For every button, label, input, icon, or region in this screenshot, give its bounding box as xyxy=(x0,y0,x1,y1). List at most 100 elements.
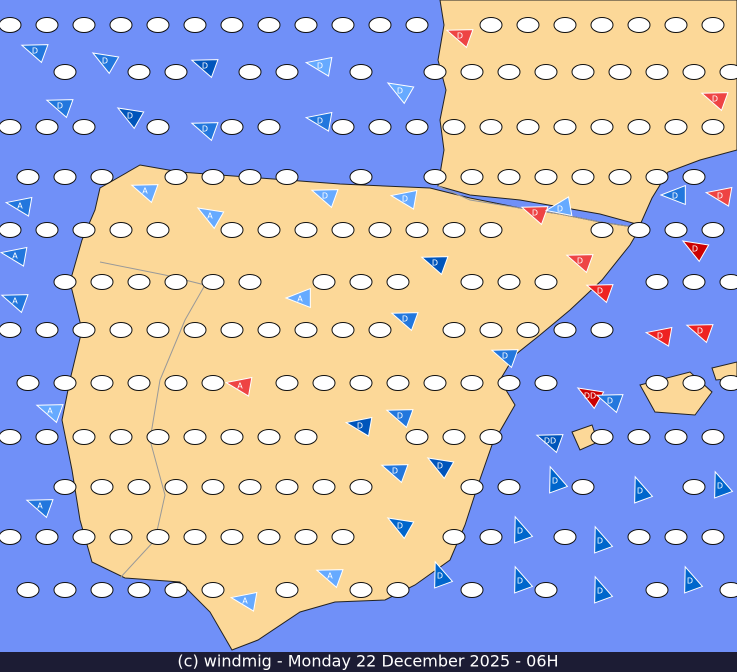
station xyxy=(664,529,688,545)
station xyxy=(682,479,706,495)
station xyxy=(109,529,133,545)
wind-triangle xyxy=(196,207,225,230)
station xyxy=(460,582,484,598)
station xyxy=(275,64,299,80)
station xyxy=(146,119,170,135)
marker-label: D xyxy=(687,577,693,586)
wind-marker: D xyxy=(594,575,614,604)
station xyxy=(127,375,151,391)
marker-label: D xyxy=(532,209,538,218)
station xyxy=(238,64,262,80)
wind-triangle xyxy=(310,189,339,209)
marker-label: A xyxy=(297,295,303,304)
station xyxy=(90,375,114,391)
station xyxy=(35,17,59,33)
land-france xyxy=(437,0,737,226)
marker-label: D xyxy=(657,332,663,341)
station xyxy=(664,429,688,445)
station xyxy=(164,274,188,290)
station xyxy=(90,274,114,290)
station xyxy=(590,222,614,238)
station xyxy=(442,529,466,545)
marker-label: D xyxy=(102,57,108,66)
station xyxy=(127,479,151,495)
wind-marker: A xyxy=(315,569,344,589)
station xyxy=(275,479,299,495)
station xyxy=(146,222,170,238)
wind-triangle xyxy=(190,122,219,142)
station xyxy=(423,375,447,391)
station xyxy=(368,17,392,33)
station xyxy=(664,119,688,135)
station xyxy=(90,169,114,185)
station xyxy=(201,375,225,391)
marker-label: D xyxy=(557,205,563,214)
wind-marker: D xyxy=(380,464,409,484)
wind-marker: DD xyxy=(576,387,605,410)
station xyxy=(53,479,77,495)
wind-triangle xyxy=(284,287,311,309)
station xyxy=(497,479,521,495)
station xyxy=(627,429,651,445)
station xyxy=(0,529,22,545)
marker-label: D xyxy=(202,62,208,71)
wind-triangle xyxy=(0,294,29,314)
station xyxy=(608,169,632,185)
station xyxy=(497,375,521,391)
wind-triangle xyxy=(634,475,654,504)
station xyxy=(701,529,725,545)
marker-label: A xyxy=(237,382,243,391)
wind-marker: D xyxy=(390,312,419,332)
station xyxy=(645,274,669,290)
station xyxy=(571,64,595,80)
station xyxy=(386,375,410,391)
station xyxy=(257,322,281,338)
station xyxy=(460,274,484,290)
station xyxy=(275,169,299,185)
station xyxy=(72,17,96,33)
wind-marker: D xyxy=(304,111,333,132)
station xyxy=(627,529,651,545)
station xyxy=(590,429,614,445)
station xyxy=(331,222,355,238)
station xyxy=(719,64,737,80)
station xyxy=(442,429,466,445)
wind-marker: D xyxy=(310,189,339,209)
wind-marker: D xyxy=(644,326,673,347)
wind-triangle xyxy=(684,565,704,594)
wind-triangle xyxy=(0,246,28,267)
station xyxy=(479,529,503,545)
station xyxy=(294,322,318,338)
wind-marker: D xyxy=(490,349,519,369)
wind-marker: D xyxy=(426,457,455,480)
wind-triangle xyxy=(595,394,624,414)
marker-label: A xyxy=(12,252,18,261)
wind-marker: D xyxy=(685,324,714,344)
station xyxy=(368,322,392,338)
station xyxy=(201,479,225,495)
marker-label: D xyxy=(552,477,558,486)
wind-triangle xyxy=(386,517,415,540)
station xyxy=(701,119,725,135)
station xyxy=(349,375,373,391)
station xyxy=(553,119,577,135)
wind-triangle xyxy=(130,184,159,204)
station xyxy=(460,64,484,80)
wind-marker: D xyxy=(190,59,219,79)
marker-label: A xyxy=(17,202,23,211)
marker-label: D xyxy=(517,527,523,536)
footer-bar xyxy=(0,652,737,672)
wind-triangle xyxy=(714,470,734,499)
marker-label: D xyxy=(402,315,408,324)
station xyxy=(312,479,336,495)
station xyxy=(442,322,466,338)
wind-triangle xyxy=(659,184,686,206)
wind-marker: D xyxy=(386,517,415,540)
wind-marker: A xyxy=(25,499,54,519)
wind-triangle xyxy=(380,464,409,484)
station xyxy=(423,64,447,80)
station xyxy=(127,274,151,290)
wind-marker: A xyxy=(0,294,29,314)
marker-label: D xyxy=(317,117,323,126)
wind-marker: D xyxy=(700,92,729,112)
